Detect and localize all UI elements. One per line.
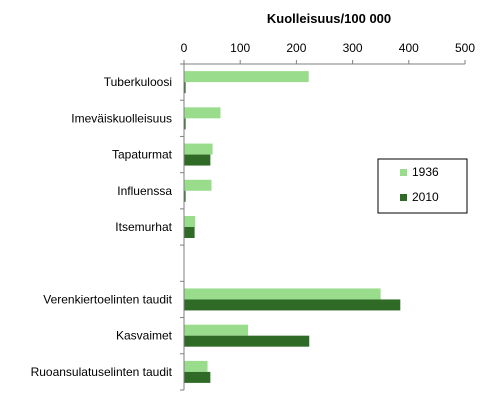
legend-box	[377, 158, 468, 214]
bar-1936-0	[184, 71, 309, 83]
bars	[184, 71, 401, 383]
x-tick-label: 100	[230, 41, 250, 55]
x-axis-ticks: 0 100 200 300 400 500	[181, 41, 475, 64]
legend: 1936 2010	[377, 158, 468, 214]
axes	[180, 63, 465, 391]
bar-1936-3	[184, 179, 212, 191]
bar-1936-2	[184, 143, 213, 155]
bar-1936-1	[184, 107, 221, 119]
x-tick-label: 200	[286, 41, 306, 55]
bar-2010-8	[184, 371, 211, 383]
legend-label-1936: 1936	[412, 165, 439, 179]
category-label: Influenssa	[117, 184, 172, 198]
bar-2010-4	[184, 227, 195, 238]
bar-2010-0	[184, 82, 186, 94]
category-label: Tapaturmat	[112, 148, 173, 162]
chart-title: Kuolleisuus/100 000	[267, 11, 391, 26]
x-tick-label: 500	[455, 41, 475, 55]
bar-1936-7	[184, 324, 249, 336]
bar-2010-1	[184, 118, 186, 130]
category-label: Tuberkuloosi	[104, 75, 172, 89]
bar-1936-4	[184, 216, 196, 227]
bar-2010-2	[184, 154, 211, 166]
legend-label-2010: 2010	[412, 190, 439, 204]
legend-swatch-1936	[400, 169, 407, 176]
category-label: Ruoansulatuselinten taudit	[31, 365, 173, 379]
x-tick-label: 300	[343, 41, 363, 55]
category-label: Imeväiskuolleisuus	[71, 111, 172, 125]
legend-swatch-2010	[400, 194, 407, 201]
bar-2010-3	[184, 190, 186, 202]
bar-2010-7	[184, 335, 310, 347]
category-label: Kasvaimet	[116, 329, 173, 343]
bar-2010-6	[184, 299, 401, 311]
category-label: Verenkiertoelinten taudit	[43, 292, 172, 306]
x-tick-label: 400	[399, 41, 419, 55]
category-label: Itsemurhat	[115, 220, 172, 234]
x-tick-label: 0	[181, 41, 188, 55]
category-labels: Tuberkuloosi Imeväiskuolleisuus Tapaturmat…	[31, 75, 173, 379]
bar-1936-6	[184, 288, 381, 300]
bar-1936-8	[184, 360, 208, 372]
